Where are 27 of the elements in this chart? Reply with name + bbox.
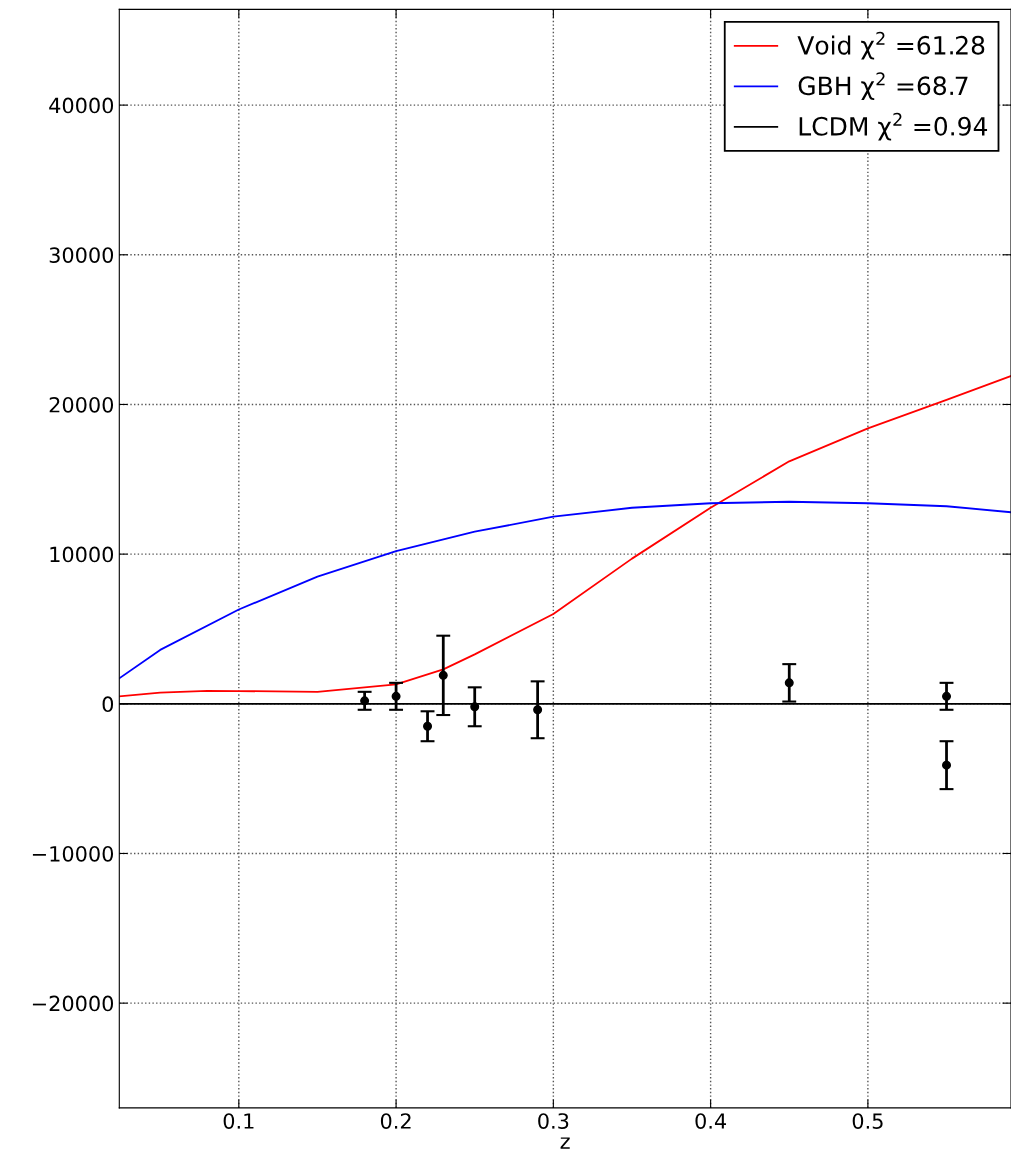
x-tick-label: 0.5 (852, 1113, 883, 1129)
line-series (119, 375, 1011, 698)
point (438, 670, 448, 680)
y-tick-label: 30000 (49, 247, 114, 263)
point (533, 705, 543, 715)
y-tick-label: −10000 (32, 845, 114, 862)
point (391, 691, 401, 701)
legend-label: Void χ$^{2}$ =61.28 (797, 31, 985, 60)
x-tick-label: 0.3 (538, 1113, 569, 1129)
point (470, 702, 480, 712)
point (360, 696, 370, 706)
y-tick-label: 10000 (50, 546, 114, 563)
x-tick-label: 0.4 (695, 1113, 727, 1129)
legend-label: GBH χ$^{2}$ =68.7 (798, 72, 968, 101)
y-tick-label: 0 (102, 696, 114, 713)
y-tick-label: 40000 (49, 97, 114, 114)
x-tick-label: 0.1 (223, 1113, 254, 1129)
y-tick-label: −20000 (32, 995, 114, 1012)
legend-label: LCDM χ$^{2}$ =0.94 (799, 112, 988, 141)
point (784, 678, 794, 688)
y-tick-label: 20000 (49, 396, 114, 413)
point (423, 721, 433, 731)
x-axis-title: z (560, 1137, 570, 1149)
x-tick-label: 0.2 (380, 1113, 411, 1129)
point (942, 760, 952, 770)
line-series (119, 500, 1011, 680)
point (942, 691, 952, 701)
